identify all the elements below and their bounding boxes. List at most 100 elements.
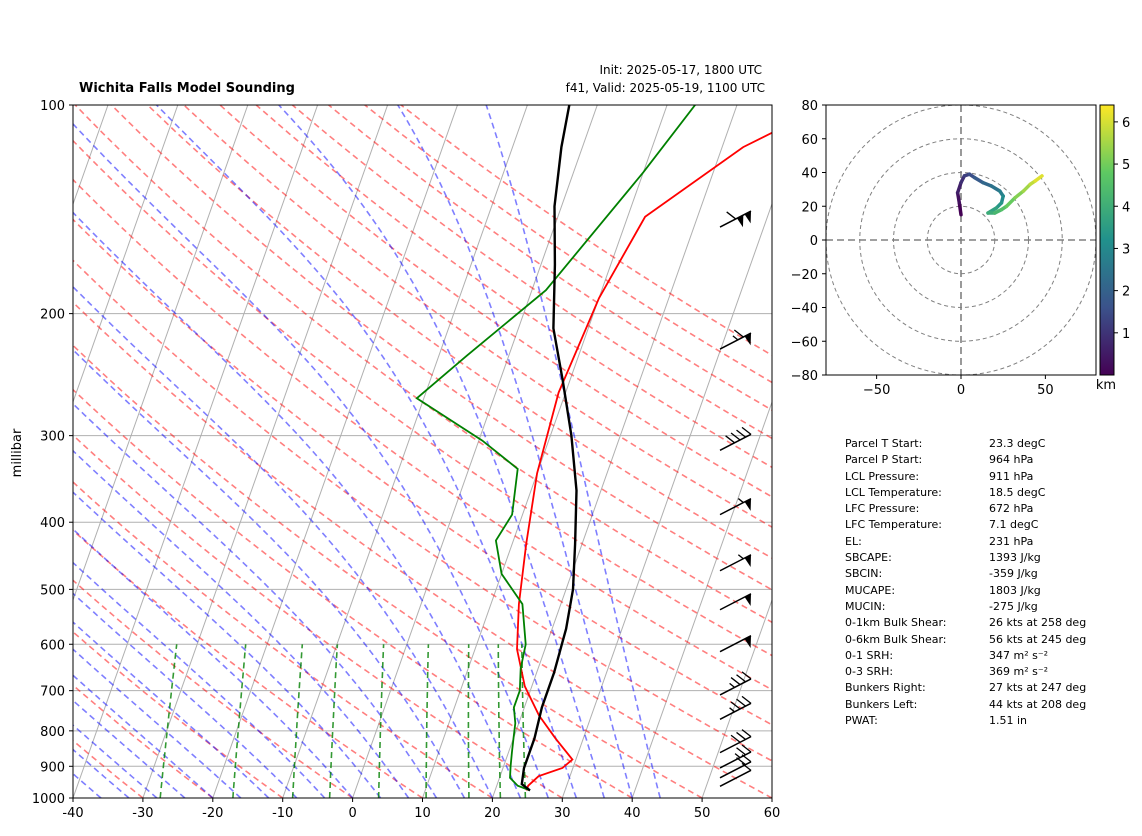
dry-adiabat	[74, 105, 772, 624]
parameter-label: SBCAPE:	[845, 551, 892, 565]
y-tick-label: 400	[40, 516, 65, 531]
wind-barb	[719, 729, 752, 754]
wind-barb	[719, 329, 752, 350]
mixing-ratio-line	[425, 644, 430, 798]
wind-barb	[719, 554, 752, 572]
wind-barb	[719, 762, 752, 788]
moist-adiabat	[73, 348, 466, 798]
moist-adiabat	[73, 285, 494, 798]
mixing-ratio-line	[497, 644, 502, 798]
parameter-value: -359 J/kg	[989, 567, 1038, 581]
parameter-value: 56 kts at 245 deg	[989, 632, 1087, 646]
hodo-y-tick-label: 60	[801, 133, 818, 148]
parameter-label: LCL Pressure:	[845, 469, 920, 483]
isotherm-line	[561, 202, 772, 798]
isotherm-line	[73, 105, 319, 798]
x-tick-label: 50	[694, 806, 711, 821]
y-tick-label: 900	[40, 760, 65, 775]
moist-adiabat	[485, 105, 661, 798]
hodo-x-tick-label: 0	[957, 383, 965, 398]
wind-barb	[719, 695, 752, 721]
parameter-row: SBCIN: -359 J/kg	[845, 566, 1086, 582]
dry-adiabat	[73, 218, 772, 726]
parameter-row: LFC Temperature: 7.1 degC	[845, 517, 1086, 533]
skew-t-plot-frame	[72, 104, 773, 799]
moist-adiabat	[73, 592, 298, 798]
colorbar-tick-label: 3	[1122, 242, 1130, 257]
moist-adiabat	[397, 105, 633, 798]
parameter-label: 0-6km Bulk Shear:	[845, 632, 947, 646]
colorbar-tick-label: 5	[1122, 158, 1130, 173]
wind-barb	[719, 635, 752, 653]
y-tick-label: 500	[40, 583, 65, 598]
parameter-value: 7.1 degC	[989, 518, 1039, 532]
y-tick-label: 1000	[32, 792, 65, 807]
hodo-x-tick-label: −50	[863, 383, 890, 398]
parameter-value: 369 m² s⁻²	[989, 665, 1049, 679]
parameter-value: 347 m² s⁻²	[989, 648, 1049, 662]
parameter-row: 0-1 SRH: 347 m² s⁻²	[845, 648, 1086, 664]
isotherm-line	[73, 105, 249, 602]
hodo-y-tick-label: −20	[791, 268, 818, 283]
colorbar-label: km	[1096, 378, 1116, 393]
parameter-label: PWAT:	[845, 714, 878, 728]
moist-adiabat	[73, 699, 186, 798]
parameter-value: -275 J/kg	[989, 599, 1038, 613]
chart-title: Wichita Falls Model Sounding	[79, 81, 295, 96]
colorbar-tick-label: 4	[1122, 200, 1130, 215]
parameter-label: 0-1km Bulk Shear:	[845, 616, 947, 630]
dry-adiabat	[219, 105, 772, 498]
init-time: Init: 2025-05-17, 1800 UTC	[599, 63, 762, 77]
dry-adiabat	[73, 481, 493, 798]
dry-adiabat	[364, 105, 772, 384]
y-tick-label: 600	[40, 638, 65, 653]
wind-barb	[719, 497, 752, 516]
parameter-row: SBCAPE: 1393 J/kg	[845, 550, 1086, 566]
x-tick-label: -30	[132, 806, 153, 821]
parameter-value: 23.3 degC	[989, 437, 1046, 450]
moist-adiabat	[73, 491, 382, 798]
moist-adiabat	[278, 105, 605, 798]
parameter-label: LFC Pressure:	[845, 502, 920, 516]
parameter-row: Parcel T Start: 23.3 degC	[845, 436, 1086, 452]
isotherm-line	[352, 105, 598, 798]
y-tick-label: 100	[40, 99, 65, 114]
parameter-value: 1393 J/kg	[989, 551, 1041, 565]
parameter-row: Parcel P Start: 964 hPa	[845, 452, 1086, 468]
isotherm-line	[73, 105, 179, 404]
parameter-value: 1803 J/kg	[989, 583, 1041, 597]
dry-adiabat	[147, 105, 772, 560]
parcel-profile-line	[520, 105, 578, 792]
x-tick-label: 60	[764, 806, 781, 821]
moist-adiabat	[73, 211, 522, 798]
moist-adiabat	[73, 402, 438, 798]
dry-adiabat	[110, 105, 772, 591]
y-tick-label: 200	[40, 308, 65, 323]
moist-adiabat	[73, 724, 158, 798]
moist-adiabat	[73, 621, 270, 798]
parameter-value: 27 kts at 247 deg	[989, 681, 1087, 695]
parameter-row: EL: 231 hPa	[845, 534, 1086, 550]
x-tick-label: 40	[624, 806, 641, 821]
x-tick-label: 20	[484, 806, 501, 821]
parameter-row: 0-6km Bulk Shear: 56 kts at 245 deg	[845, 632, 1086, 648]
dry-adiabat	[73, 301, 772, 798]
colorbar-tick-label: 6	[1122, 116, 1130, 131]
parameter-row: LFC Pressure: 672 hPa	[845, 501, 1086, 517]
x-tick-label: -40	[62, 806, 83, 821]
y-tick-label: 300	[40, 430, 65, 445]
moist-adiabat	[73, 449, 410, 798]
parameter-label: SBCIN:	[845, 567, 883, 581]
parameter-label: MUCAPE:	[845, 583, 896, 597]
isotherm-line	[142, 105, 389, 798]
sounding-parameters-table: Parcel T Start: 23.3 degC Parcel P Start: 9…	[845, 436, 1086, 729]
hodo-y-tick-label: 40	[801, 167, 818, 182]
parameter-value: 44 kts at 208 deg	[989, 697, 1087, 711]
parameter-label: Parcel T Start:	[845, 437, 923, 450]
parameter-row: PWAT: 1.51 in	[845, 713, 1086, 729]
parameter-value: 231 hPa	[989, 534, 1034, 548]
parameter-label: Bunkers Right:	[845, 681, 926, 695]
parameter-row: MUCIN: -275 J/kg	[845, 599, 1086, 615]
y-tick-label: 800	[40, 725, 65, 740]
x-tick-label: 10	[414, 806, 431, 821]
